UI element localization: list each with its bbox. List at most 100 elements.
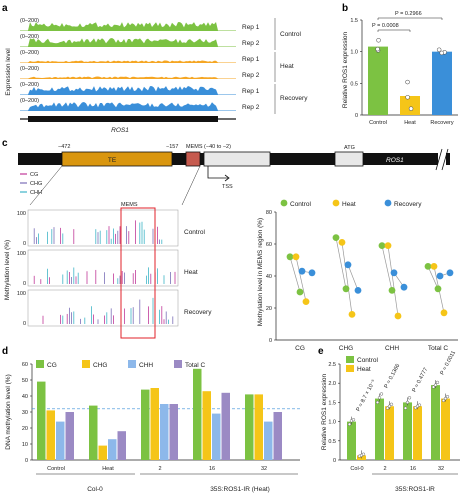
paired-line [290, 257, 300, 292]
data-point [446, 395, 449, 398]
y-tick-label: 0 [333, 458, 336, 464]
bar [400, 96, 420, 115]
significance-bracket [378, 18, 442, 20]
bar [274, 412, 283, 460]
legend-label: Control [357, 357, 379, 364]
panel-c-tss-label: TSS [222, 184, 233, 190]
rep-label: Rep 1 [242, 24, 260, 31]
panel-d-group-col0: Col-0 [87, 486, 103, 493]
panel-c-mems-range: MEMS (−40 to −2) [186, 144, 231, 150]
data-point [377, 38, 381, 42]
point-before [333, 234, 340, 241]
legend-swatch [128, 360, 136, 368]
bar [141, 390, 150, 460]
y-tick-label: 10 [22, 442, 28, 448]
legend-swatch [82, 360, 90, 368]
point-after [343, 285, 350, 292]
bar [222, 393, 231, 460]
point-before [379, 242, 386, 249]
y-tick-label: 20 [266, 306, 272, 312]
x-tick-label: Heat [404, 120, 416, 126]
data-point [409, 107, 413, 111]
legend-label: Heat [342, 201, 356, 208]
y-tick-label: 40 [22, 394, 28, 400]
point-after [303, 298, 310, 305]
track-range-label: (0–200) [20, 66, 39, 72]
data-point [378, 396, 381, 399]
panel-a-group-heat: Heat [280, 63, 294, 70]
data-point [376, 401, 379, 404]
bar [151, 388, 160, 460]
panel-e-group-label: 35S:ROS1-IR [395, 486, 435, 493]
point-after [309, 269, 316, 276]
legend-marker [281, 200, 288, 207]
x-tick-label: 2 [383, 466, 386, 472]
x-tick-label: 16 [209, 466, 215, 472]
x-tick-label: Col-0 [350, 466, 363, 472]
coverage-track [20, 102, 236, 111]
bar [347, 422, 356, 460]
coverage-track [20, 77, 236, 80]
legend-label: CG [47, 362, 57, 369]
data-point [352, 418, 355, 421]
legend-swatch [346, 365, 354, 372]
panel-c-track-ylabel: Methylation level (%) [4, 240, 11, 300]
bar [413, 406, 422, 460]
y-tick-label: 0 [269, 338, 272, 344]
track-range-label: (0–200) [20, 82, 39, 88]
y-tick-label: 0 [355, 113, 358, 119]
panel-d-ylabel: DNA methylation level (%) [5, 374, 12, 450]
panel-c-coord-right: −157 [166, 144, 178, 150]
bar [47, 410, 56, 460]
data-point [440, 51, 444, 55]
data-point [376, 47, 380, 51]
track-tick-bottom: 0 [23, 321, 26, 327]
panel-a-group-control: Control [280, 31, 302, 38]
x-tick-label: 32 [261, 466, 267, 472]
point-before [425, 263, 432, 270]
legend-label: CHH [139, 362, 153, 369]
bar [403, 402, 412, 460]
bar [203, 391, 212, 460]
data-point [404, 407, 407, 410]
x-tick-label: Heat [102, 466, 114, 472]
legend-label: Heat [357, 366, 371, 373]
bar [99, 446, 108, 460]
y-tick-label: 1.0 [350, 50, 358, 56]
y-tick-label: 1.5 [350, 18, 358, 24]
data-point [408, 396, 411, 399]
panel-d-chart: 0 10 20 30 40 50 60 Control Heat 2 16 32 CG CHG CHH Tot… [22, 360, 300, 474]
data-point [406, 401, 409, 404]
panel-e-chart: 00.51.01.52.02.5Col-0P = 8.7 × 10⁻⁶2P = … [328, 350, 460, 474]
point-after [297, 289, 304, 296]
data-point [436, 381, 439, 384]
panel-b-label: b [342, 3, 348, 14]
rep-label: Rep 1 [242, 56, 260, 63]
legend-marker [385, 200, 392, 207]
panel-a-ylabel: Expression level [5, 48, 12, 96]
panel-c-label: c [2, 138, 8, 149]
point-after [355, 287, 362, 294]
significance-bracket [378, 30, 410, 32]
track-range-label: (0–200) [20, 50, 39, 56]
y-tick-label: 30 [22, 410, 28, 416]
bar [385, 406, 394, 460]
point-after [435, 285, 442, 292]
y-tick-label: 20 [22, 426, 28, 432]
panel-d-group-ros1ir: 35S:ROS1-IR (Heat) [210, 486, 270, 493]
point-before [431, 263, 438, 270]
panel-a-tracks: (0–200)(0–200)(0–200)(0–200)(0–200)(0–20… [20, 18, 236, 111]
bar [264, 422, 273, 460]
legend-label: CHG [93, 362, 107, 369]
x-tick-label: 16 [410, 466, 416, 472]
panel-c-track-name-control: Control [184, 229, 206, 236]
panel-c-scatter-chart: 0 20 40 60 80 CG CHG CHH Total C Control Heat Recov… [266, 200, 458, 352]
point-before [385, 242, 392, 249]
panel-b-ylabel: Relative ROS1 expression [342, 32, 349, 109]
point-before [437, 273, 444, 280]
x-tick-label: CHG [339, 345, 353, 352]
point-before [345, 261, 352, 268]
panel-a-group-recovery: Recovery [280, 95, 308, 102]
track-tick-bottom: 0 [23, 241, 26, 247]
